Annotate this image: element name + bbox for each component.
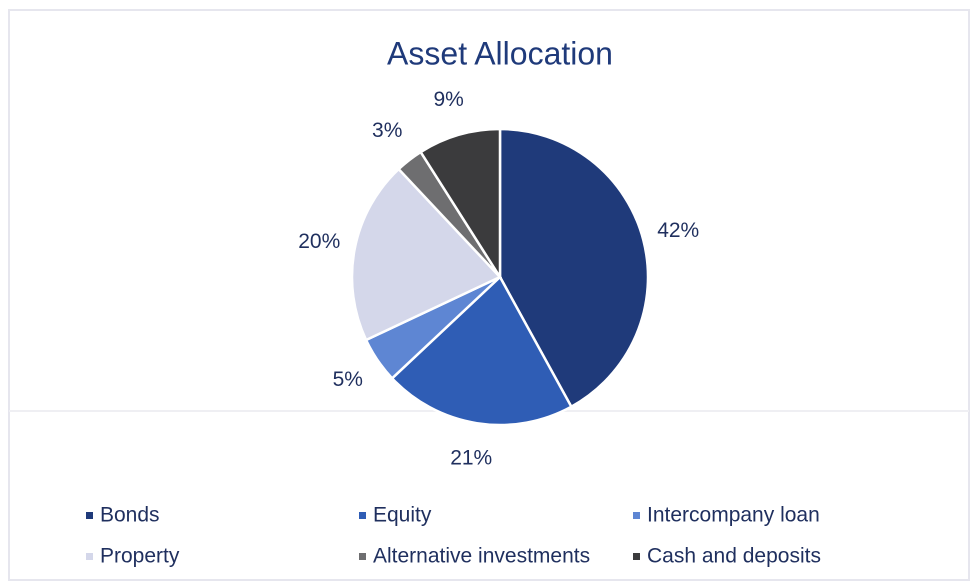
data-label: 5% — [333, 368, 363, 391]
pie-slice — [418, 127, 502, 282]
chart-title: Asset Allocation — [387, 35, 613, 71]
legend-marker — [633, 553, 640, 560]
data-label: 9% — [433, 88, 463, 111]
legend-label: Bonds — [100, 504, 160, 527]
legend-label: Cash and deposits — [647, 545, 821, 568]
data-label: 21% — [450, 446, 492, 469]
legend-label: Intercompany loan — [647, 504, 820, 527]
pie-slice — [498, 127, 650, 409]
legend-marker — [86, 553, 93, 560]
pie-slice — [350, 167, 503, 342]
legend-marker — [359, 512, 366, 519]
legend-label: Property — [100, 545, 180, 568]
data-label: 42% — [657, 219, 699, 242]
legend-marker — [86, 512, 93, 519]
legend-marker — [359, 553, 366, 560]
pie-slice — [390, 274, 573, 427]
data-label: 20% — [298, 230, 340, 253]
legend-label: Equity — [373, 504, 432, 527]
legend-label: Alternative investments — [373, 545, 590, 568]
data-label: 3% — [372, 119, 402, 142]
legend-marker — [633, 512, 640, 519]
